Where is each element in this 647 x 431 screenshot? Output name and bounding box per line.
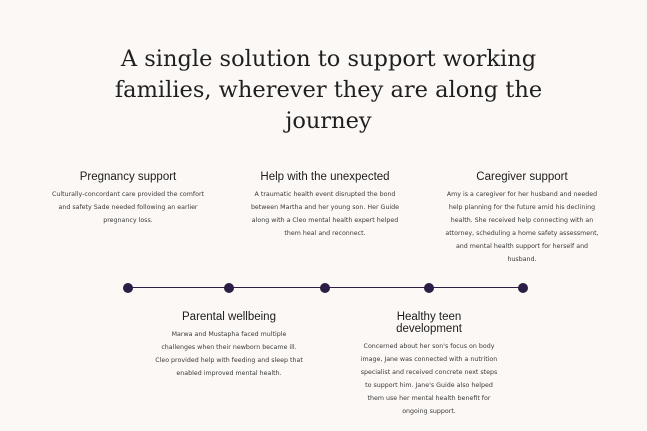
card-description: Concerned about her son's focus on body … bbox=[360, 343, 498, 415]
card-help-with-the-unexpected: Help with the unexpected A traumatic hea… bbox=[247, 171, 403, 240]
card-healthy-teen-development: Healthy teen development Concerned about… bbox=[357, 311, 501, 418]
card-title: Pregnancy support bbox=[79, 171, 177, 183]
card-caregiver-support: Caregiver support Amy is a caregiver for… bbox=[443, 171, 601, 266]
card-title: Caregiver support bbox=[476, 171, 568, 183]
card-title: Healthy teen development bbox=[396, 311, 462, 335]
card-description: A traumatic health event disrupted the b… bbox=[250, 191, 400, 237]
timeline-dot bbox=[320, 283, 330, 293]
card-title: Help with the unexpected bbox=[260, 171, 390, 183]
card-description: Marwa and Mustapha faced multiple challe… bbox=[155, 331, 303, 377]
timeline-dot bbox=[518, 283, 528, 293]
card-title: Parental wellbeing bbox=[182, 311, 276, 323]
card-pregnancy-support: Pregnancy support Culturally-concordant … bbox=[48, 171, 208, 227]
timeline-dot bbox=[224, 283, 234, 293]
page-headline: A single solution to support working fam… bbox=[114, 46, 543, 134]
card-parental-wellbeing: Parental wellbeing Marwa and Mustapha fa… bbox=[154, 311, 304, 380]
card-description: Culturally-concordant care provided the … bbox=[51, 191, 205, 224]
card-description: Amy is a caregiver for her husband and n… bbox=[445, 191, 599, 263]
timeline-dot bbox=[123, 283, 133, 293]
timeline-dot bbox=[424, 283, 434, 293]
